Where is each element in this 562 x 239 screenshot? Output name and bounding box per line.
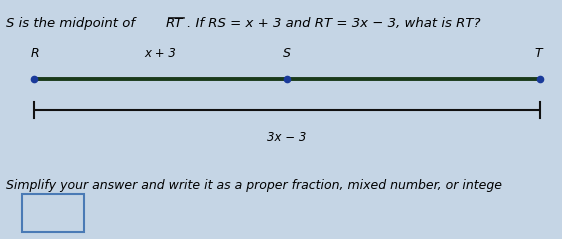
Text: . If RS = x + 3 and RT = 3x − 3, what is RT?: . If RS = x + 3 and RT = 3x − 3, what is… — [187, 17, 481, 30]
Text: S: S — [283, 47, 291, 60]
Text: RT: RT — [166, 17, 183, 30]
Text: R: R — [31, 47, 39, 60]
FancyBboxPatch shape — [22, 194, 84, 232]
Text: S is the midpoint of: S is the midpoint of — [6, 17, 139, 30]
Text: 3x − 3: 3x − 3 — [267, 131, 306, 144]
Text: x + 3: x + 3 — [144, 47, 176, 60]
Text: T: T — [534, 47, 542, 60]
Text: Simplify your answer and write it as a proper fraction, mixed number, or intege: Simplify your answer and write it as a p… — [6, 179, 502, 192]
